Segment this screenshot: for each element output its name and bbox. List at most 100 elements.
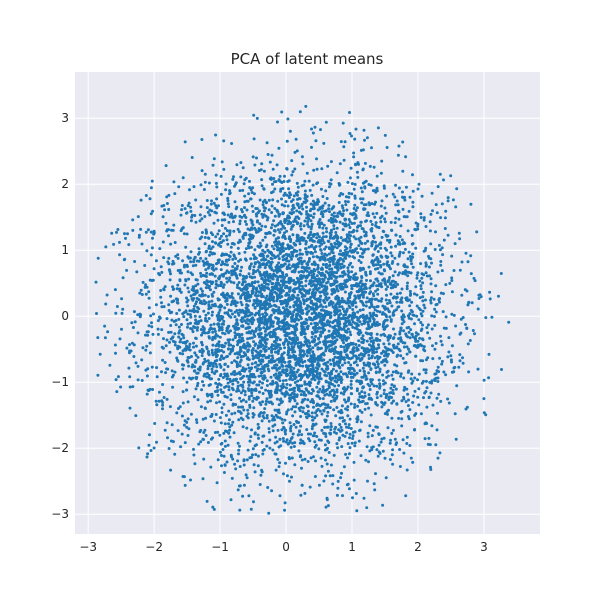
data-point	[394, 221, 397, 224]
data-point	[313, 340, 316, 343]
data-point	[364, 208, 367, 211]
data-point	[423, 392, 426, 395]
data-point	[315, 386, 318, 389]
data-point	[189, 260, 192, 263]
data-point	[418, 373, 421, 376]
data-point	[339, 221, 342, 224]
data-point	[416, 277, 419, 280]
data-point	[310, 146, 313, 149]
data-point	[319, 305, 322, 308]
data-point	[293, 168, 296, 171]
data-point	[271, 449, 274, 452]
data-point	[272, 168, 275, 171]
data-point	[257, 437, 260, 440]
data-point	[223, 471, 226, 474]
data-point	[210, 203, 213, 206]
data-point	[306, 326, 309, 329]
data-point	[243, 458, 246, 461]
data-point	[170, 338, 173, 341]
data-point	[346, 414, 349, 417]
data-point	[296, 402, 299, 405]
data-point	[324, 443, 327, 446]
data-point	[195, 418, 198, 421]
data-point	[207, 312, 210, 315]
data-point	[374, 268, 377, 271]
data-point	[323, 322, 326, 325]
data-point	[394, 438, 397, 441]
data-point	[346, 375, 349, 378]
data-point	[404, 332, 407, 335]
data-point	[299, 249, 302, 252]
data-point	[447, 199, 450, 202]
data-point	[247, 494, 250, 497]
data-point	[324, 287, 327, 290]
data-point	[328, 277, 331, 280]
data-point	[150, 321, 153, 324]
data-point	[144, 283, 147, 286]
data-point	[166, 339, 169, 342]
data-point	[420, 412, 423, 415]
data-point	[338, 183, 341, 186]
data-point	[325, 380, 328, 383]
data-point	[317, 447, 320, 450]
data-point	[370, 446, 373, 449]
data-point	[483, 379, 486, 382]
data-point	[229, 192, 232, 195]
data-point	[280, 295, 283, 298]
data-point	[256, 269, 259, 272]
data-point	[250, 318, 253, 321]
data-point	[192, 454, 195, 457]
data-point	[389, 387, 392, 390]
data-point	[397, 239, 400, 242]
data-point	[290, 228, 293, 231]
data-point	[380, 172, 383, 175]
data-point	[216, 354, 219, 357]
data-point	[401, 288, 404, 291]
data-point	[210, 377, 213, 380]
data-point	[237, 449, 240, 452]
data-point	[386, 260, 389, 263]
data-point	[383, 392, 386, 395]
data-point	[273, 180, 276, 183]
data-point	[185, 212, 188, 215]
data-point	[367, 354, 370, 357]
data-point	[253, 463, 256, 466]
data-point	[315, 236, 318, 239]
data-point	[338, 314, 341, 317]
data-point	[457, 366, 460, 369]
data-point	[114, 288, 117, 291]
data-point	[313, 416, 316, 419]
data-point	[114, 352, 117, 355]
data-point	[395, 441, 398, 444]
data-point	[205, 375, 208, 378]
data-point	[335, 406, 338, 409]
data-point	[319, 404, 322, 407]
data-point	[409, 328, 412, 331]
data-point	[243, 206, 246, 209]
data-point	[394, 245, 397, 248]
data-point	[224, 272, 227, 275]
data-point	[261, 249, 264, 252]
data-point	[301, 155, 304, 158]
data-point	[280, 198, 283, 201]
data-point	[394, 217, 397, 220]
data-point	[141, 346, 144, 349]
data-point	[376, 347, 379, 350]
data-point	[360, 341, 363, 344]
data-point	[186, 318, 189, 321]
data-point	[403, 346, 406, 349]
data-point	[301, 285, 304, 288]
data-point	[363, 391, 366, 394]
data-point	[352, 434, 355, 437]
data-point	[271, 198, 274, 201]
data-point	[389, 442, 392, 445]
data-point	[342, 387, 345, 390]
data-point	[199, 257, 202, 260]
data-point	[150, 325, 153, 328]
data-point	[204, 173, 207, 176]
data-point	[159, 296, 162, 299]
data-point	[162, 215, 165, 218]
data-point	[364, 291, 367, 294]
data-point	[268, 199, 271, 202]
data-point	[324, 189, 327, 192]
